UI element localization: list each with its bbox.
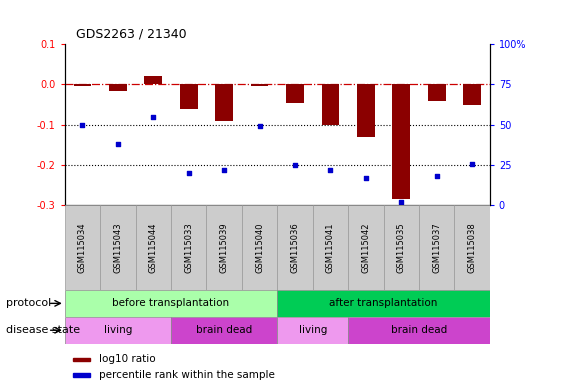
Bar	[454, 205, 490, 290]
Bar	[321, 84, 339, 125]
Text: log10 ratio: log10 ratio	[99, 354, 155, 364]
Bar	[100, 205, 136, 290]
Point	[149, 114, 158, 120]
Bar	[65, 317, 171, 344]
Bar	[171, 205, 207, 290]
Point	[432, 173, 441, 179]
Text: brain dead: brain dead	[391, 325, 447, 335]
Point	[78, 122, 87, 128]
Bar	[207, 205, 242, 290]
Point	[220, 167, 229, 173]
Bar	[286, 84, 304, 103]
Text: percentile rank within the sample: percentile rank within the sample	[99, 370, 275, 380]
Text: brain dead: brain dead	[196, 325, 252, 335]
Bar	[73, 373, 90, 377]
Bar	[180, 84, 198, 109]
Bar	[171, 317, 278, 344]
Text: GSM115037: GSM115037	[432, 222, 441, 273]
Bar	[428, 84, 445, 101]
Bar	[348, 317, 490, 344]
Text: protocol: protocol	[6, 298, 51, 308]
Point	[184, 170, 193, 176]
Bar	[357, 84, 375, 137]
Bar	[392, 84, 410, 199]
Bar	[251, 84, 269, 86]
Point	[397, 199, 406, 205]
Bar	[348, 205, 383, 290]
Bar	[65, 290, 278, 317]
Text: GSM115035: GSM115035	[397, 222, 406, 273]
Bar	[312, 205, 348, 290]
Bar	[278, 290, 490, 317]
Point	[326, 167, 335, 173]
Text: GSM115044: GSM115044	[149, 222, 158, 273]
Bar	[242, 205, 277, 290]
Point	[255, 123, 264, 129]
Point	[113, 141, 122, 147]
Text: GSM115034: GSM115034	[78, 222, 87, 273]
Bar	[145, 76, 162, 84]
Text: GSM115033: GSM115033	[184, 222, 193, 273]
Text: GSM115039: GSM115039	[220, 222, 229, 273]
Bar	[109, 84, 127, 91]
Bar	[419, 205, 454, 290]
Text: disease state: disease state	[6, 325, 80, 335]
Bar	[278, 317, 348, 344]
Text: living: living	[104, 325, 132, 335]
Text: GSM115038: GSM115038	[468, 222, 477, 273]
Point	[291, 162, 300, 168]
Bar	[278, 205, 312, 290]
Text: GSM115043: GSM115043	[113, 222, 122, 273]
Bar	[136, 205, 171, 290]
Bar	[383, 205, 419, 290]
Text: GDS2263 / 21340: GDS2263 / 21340	[76, 27, 186, 40]
Text: before transplantation: before transplantation	[113, 298, 230, 308]
Bar	[215, 84, 233, 121]
Text: GSM115042: GSM115042	[361, 222, 370, 273]
Bar	[463, 84, 481, 104]
Text: GSM115036: GSM115036	[291, 222, 300, 273]
Point	[361, 175, 370, 181]
Text: living: living	[298, 325, 327, 335]
Bar	[73, 358, 90, 361]
Text: after transplantation: after transplantation	[329, 298, 437, 308]
Point	[468, 161, 477, 167]
Text: GSM115040: GSM115040	[255, 222, 264, 273]
Text: GSM115041: GSM115041	[326, 222, 335, 273]
Bar	[65, 205, 100, 290]
Bar	[74, 84, 91, 86]
